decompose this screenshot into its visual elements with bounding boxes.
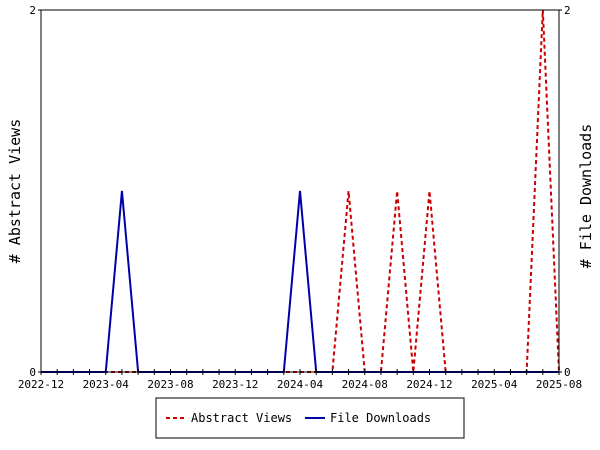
y-axes: 0 2 0 2 [29,4,570,379]
y-right-axis-title: # File Downloads [577,124,595,269]
x-tick-label: 2023-12 [212,378,258,391]
x-axis: 2022-12 2023-04 2023-08 2023-12 2024-04 2024-… [18,369,582,391]
legend: Abstract Views File Downloads [155,397,465,439]
y-left-tick-label: 2 [29,4,36,17]
x-tick-label: 2023-04 [83,378,130,391]
series-line-abstract-views [41,9,560,373]
x-tick-label: 2024-08 [342,378,388,391]
x-tick-label: 2025-04 [471,378,518,391]
legend-label-abstract-views: Abstract Views [191,411,292,425]
x-tick-label: 2022-12 [18,378,64,391]
y-left-tick-label: 0 [29,366,36,379]
y-left-axis-title: # Abstract Views [6,119,24,264]
legend-label-file-downloads: File Downloads [330,411,431,425]
x-tick-label: 2025-08 [536,378,582,391]
x-tick-label: 2023-08 [147,378,193,391]
x-tick-label: 2024-12 [406,378,452,391]
y-right-tick-label: 2 [564,4,571,17]
y-right-tick-label: 0 [564,366,571,379]
x-tick-label: 2024-04 [277,378,324,391]
